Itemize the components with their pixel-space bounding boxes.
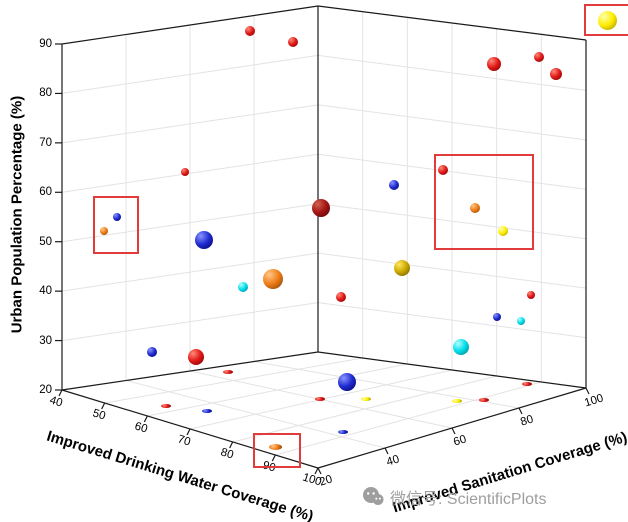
z-tick-label: 30 [39,334,52,347]
data-point-red [314,396,326,402]
data-point-orange [263,269,283,289]
axis-tick [451,427,456,435]
z-tick-label: 70 [39,136,52,149]
axis-tick [314,467,319,475]
watermark-text: 微信号: ScientificPlots [390,491,547,508]
data-point-red [550,68,562,80]
data-point-blue [389,180,399,190]
data-point-red [487,57,501,71]
z-tick-label: 50 [39,235,52,248]
axis-tick [384,447,389,455]
watermark: 微信号: ScientificPlots [362,485,547,509]
z-axis-title: Urban Population Percentage (%) [8,95,26,334]
data-point-cyan [453,339,469,355]
data-point-cyan [238,282,248,292]
data-point-red [181,168,189,176]
highlight-box [93,196,139,254]
axis-tick [101,402,106,410]
highlight-box [434,154,534,250]
legend [584,4,628,36]
gridlines [61,11,587,456]
data-point-orange [268,444,282,450]
data-point-orange [100,227,108,235]
data-point-red [160,403,172,409]
data-point-blue [337,429,349,435]
axis-tick [317,467,322,475]
axis-tick [229,441,234,449]
data-point-red [521,381,533,387]
highlight-box [253,433,301,468]
z-tick-label: 20 [39,384,52,396]
axis-tick [518,407,523,415]
data-point-red [222,369,234,375]
z-tick-label: 90 [39,38,52,50]
data-point-red [188,349,204,365]
data-point-blue [113,213,121,221]
axis-tick [186,428,191,436]
legend-symbol-sphere [597,10,617,30]
data-point-blue [201,408,213,414]
data-point-red [336,292,346,302]
data-point-yellow [451,398,463,404]
data-point-red [478,397,490,403]
data-point-blue [493,313,501,321]
data-point-red [534,52,544,62]
z-tick-label: 40 [39,285,52,298]
data-point-yellow [498,226,508,236]
axis-tick [271,454,276,462]
data-point-darkred [312,199,330,217]
data-point-yellow [360,396,372,402]
wechat-icon [363,487,384,505]
data-point-red [288,37,298,47]
data-point-blue [338,373,356,391]
z-tick-label: 80 [39,87,52,100]
axis-tick [58,389,63,397]
data-point-blue [195,231,213,249]
data-point-olive [394,260,410,276]
z-tick-label: 60 [39,186,52,199]
data-point-cyan [517,317,525,325]
axis-tick [585,387,590,395]
axis-tick [143,415,148,423]
data-point-red [245,26,255,36]
data-point-red [438,165,448,175]
data-point-blue [147,347,157,357]
data-point-orange [470,203,480,213]
data-point-red [527,291,535,299]
